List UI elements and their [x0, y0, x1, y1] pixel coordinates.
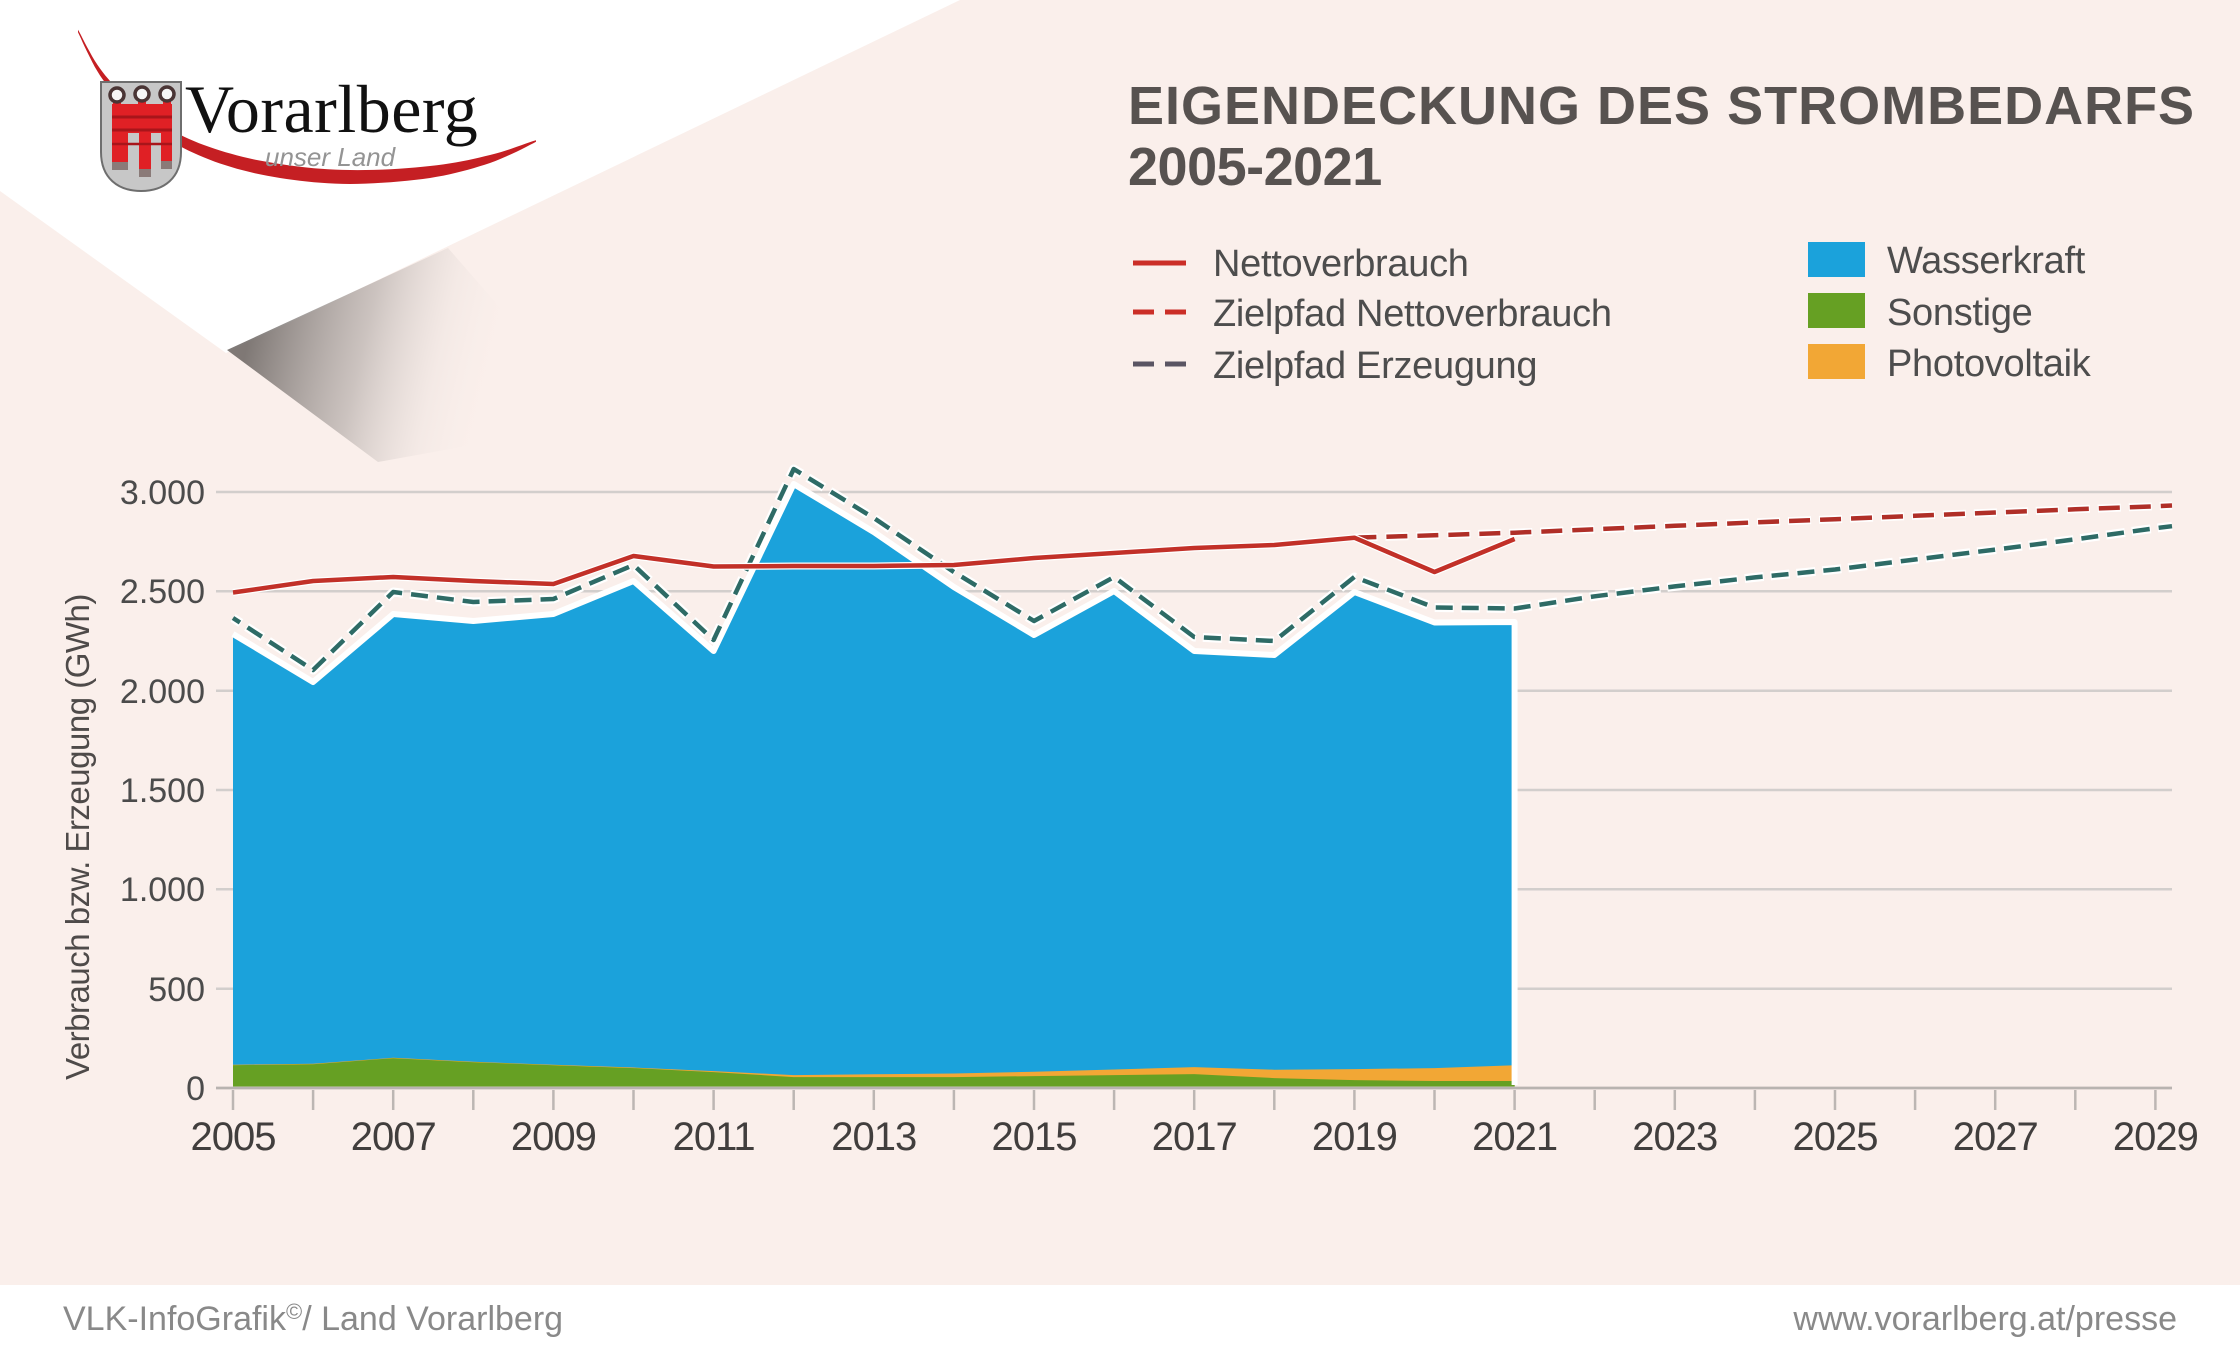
svg-text:2007: 2007 — [351, 1115, 436, 1159]
svg-text:2019: 2019 — [1312, 1115, 1397, 1159]
svg-text:2011: 2011 — [673, 1115, 755, 1159]
svg-text:2015: 2015 — [992, 1115, 1077, 1159]
svg-text:EIGENDECKUNG DES STROMBEDARFS: EIGENDECKUNG DES STROMBEDARFS — [1128, 76, 2195, 136]
svg-text:2013: 2013 — [831, 1115, 916, 1159]
svg-text:2021: 2021 — [1472, 1115, 1557, 1159]
svg-text:Photovoltaik: Photovoltaik — [1887, 343, 2092, 385]
svg-text:2.500: 2.500 — [120, 573, 205, 611]
svg-text:3.000: 3.000 — [120, 474, 205, 512]
svg-text:Wasserkraft: Wasserkraft — [1887, 240, 2086, 282]
svg-text:2017: 2017 — [1152, 1115, 1237, 1159]
svg-text:2029: 2029 — [2113, 1115, 2198, 1159]
svg-text:1.500: 1.500 — [120, 772, 205, 810]
svg-text:Vorarlberg: Vorarlberg — [185, 71, 478, 147]
svg-text:500: 500 — [148, 971, 205, 1009]
svg-text:Sonstige: Sonstige — [1887, 292, 2032, 334]
svg-text:2023: 2023 — [1632, 1115, 1717, 1159]
svg-text:2.000: 2.000 — [120, 673, 205, 711]
svg-text:2027: 2027 — [1953, 1115, 2038, 1159]
svg-text:unser Land: unser Land — [265, 142, 397, 172]
svg-text:2005-2021: 2005-2021 — [1128, 137, 1382, 197]
svg-text:Zielpfad Nettoverbrauch: Zielpfad Nettoverbrauch — [1213, 293, 1612, 335]
svg-text:VLK-InfoGrafik©/ Land Vorarlbe: VLK-InfoGrafik©/ Land Vorarlberg — [63, 1299, 563, 1338]
svg-text:Nettoverbrauch: Nettoverbrauch — [1213, 243, 1469, 285]
svg-text:www.vorarlberg.at/presse: www.vorarlberg.at/presse — [1792, 1300, 2177, 1338]
svg-text:1.000: 1.000 — [120, 871, 205, 909]
svg-text:2005: 2005 — [191, 1115, 276, 1159]
svg-text:Zielpfad Erzeugung: Zielpfad Erzeugung — [1213, 345, 1537, 387]
svg-text:0: 0 — [186, 1070, 205, 1108]
svg-text:2025: 2025 — [1793, 1115, 1878, 1159]
svg-text:2009: 2009 — [511, 1115, 596, 1159]
svg-text:Verbrauch bzw. Erzeugung (GWh): Verbrauch bzw. Erzeugung (GWh) — [59, 594, 96, 1080]
